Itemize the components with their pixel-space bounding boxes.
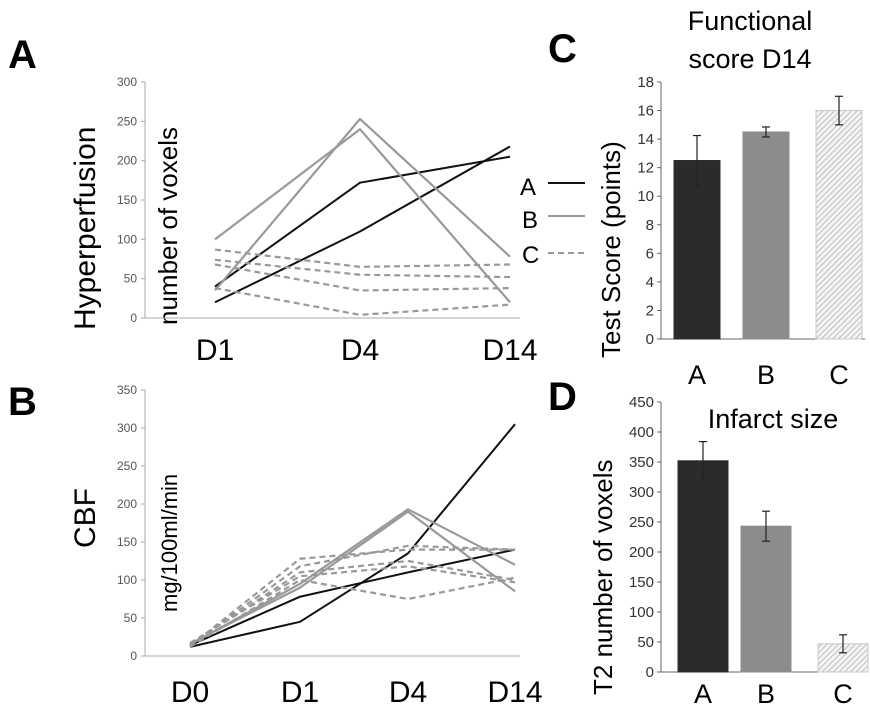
bar-b (740, 525, 792, 673)
x-category-label: B (757, 679, 775, 709)
panel-letter-b: B (8, 380, 37, 424)
y-tick-label: 0 (646, 664, 654, 681)
x-category-label: C (833, 679, 853, 709)
y-tick-label: 6 (646, 245, 654, 262)
y-tick-label: 250 (629, 514, 654, 531)
chart-panel-b: CBF mg/100ml/min 0 50 100 150 200 250 300 350 D… (69, 383, 543, 709)
x-category-label: D4 (341, 334, 379, 367)
y-tick-label: 100 (629, 604, 654, 621)
x-category-label: D0 (171, 676, 209, 709)
panel-b-ylabel: CBF (69, 488, 102, 548)
panel-d-ylabel: T2 number of voxels (588, 459, 618, 695)
y-tick-label: 12 (637, 160, 654, 177)
x-category-label: D14 (487, 676, 542, 709)
x-category-label: D1 (196, 334, 234, 367)
series-line-group-c (189, 559, 516, 646)
bar-a (677, 460, 729, 673)
series-line-group-c (189, 576, 516, 648)
x-category-label: D4 (389, 676, 427, 709)
y-tick-label: 2 (646, 302, 654, 319)
y-tick-label: 200 (117, 154, 137, 168)
x-category-label: C (829, 360, 849, 390)
chart-panel-a: Hyperperfusion number of voxels 0 50 100 15… (69, 75, 585, 367)
y-tick-label: 10 (637, 188, 654, 205)
y-tick-label: 300 (117, 75, 137, 89)
bar-c (815, 110, 863, 340)
panel-c-title-line2: score D14 (688, 44, 811, 74)
panel-a-ylabel-units: number of voxels (153, 127, 183, 325)
y-tick-label: 150 (117, 193, 137, 207)
legend-label-c: C (522, 242, 539, 269)
y-tick-label: 50 (124, 272, 138, 286)
x-category-label: A (688, 360, 706, 390)
series-line-group-b (214, 117, 511, 292)
y-tick-label: 250 (117, 114, 137, 128)
series-line-group-b (189, 510, 516, 645)
y-tick-label: 14 (637, 131, 654, 148)
series-line-group-c (214, 287, 511, 316)
y-tick-label: 350 (117, 383, 137, 397)
series-line-group-b (214, 128, 511, 303)
y-tick-label: 18 (637, 74, 654, 91)
y-tick-label: 16 (637, 103, 654, 120)
series-line-group-a (214, 155, 511, 288)
y-tick-label: 100 (117, 573, 137, 587)
y-tick-label: 300 (117, 421, 137, 435)
x-category-label: D1 (281, 676, 319, 709)
series-line-group-c (189, 565, 516, 645)
x-category-label: D14 (482, 334, 537, 367)
y-tick-label: 200 (629, 544, 654, 561)
y-tick-label: 100 (117, 232, 137, 246)
bar-a (673, 160, 721, 340)
panel-c-ylabel: Test Score (points) (596, 141, 626, 358)
legend-label-a: A (520, 174, 536, 201)
y-tick-label: 150 (629, 574, 654, 591)
y-tick-label: 150 (117, 535, 137, 549)
y-tick-label: 0 (646, 331, 654, 348)
y-tick-label: 4 (646, 274, 654, 291)
chart-panel-d: Infarct size T2 number of voxels 0 50 100 1… (588, 394, 869, 709)
panel-a-ylabel: Hyperperfusion (69, 127, 102, 330)
series-line-group-a (189, 423, 516, 648)
y-tick-label: 50 (124, 611, 138, 625)
legend-label-b: B (522, 207, 538, 234)
panel-letter-c: C (548, 27, 577, 71)
y-tick-label: 350 (629, 454, 654, 471)
panel-c-title: Functional (688, 6, 813, 36)
y-tick-label: 50 (637, 634, 654, 651)
panel-letter-d: D (548, 375, 577, 419)
x-category-label: A (694, 679, 712, 709)
panel-d-title: Infarct size (708, 404, 839, 434)
panel-letter-a: A (8, 33, 37, 77)
y-tick-label: 300 (629, 484, 654, 501)
bar-b (742, 131, 790, 340)
y-tick-label: 0 (130, 311, 137, 325)
chart-panel-c: Functional score D14 Test Score (points)… (596, 6, 865, 390)
y-tick-label: 8 (646, 217, 654, 234)
panel-a-legend: A B C (520, 174, 585, 269)
y-tick-label: 0 (130, 649, 137, 663)
series-line-group-c (189, 548, 515, 647)
series-line-group-c (189, 544, 516, 647)
y-tick-label: 200 (117, 497, 137, 511)
y-tick-label: 250 (117, 459, 137, 473)
x-category-label: B (757, 360, 775, 390)
panel-b-ylabel-units: mg/100ml/min (157, 474, 182, 612)
y-tick-label: 450 (629, 394, 654, 411)
y-tick-label: 400 (629, 424, 654, 441)
series-line-group-a (214, 145, 511, 304)
series-line-group-c (214, 258, 511, 279)
series-line-group-a (189, 548, 516, 647)
